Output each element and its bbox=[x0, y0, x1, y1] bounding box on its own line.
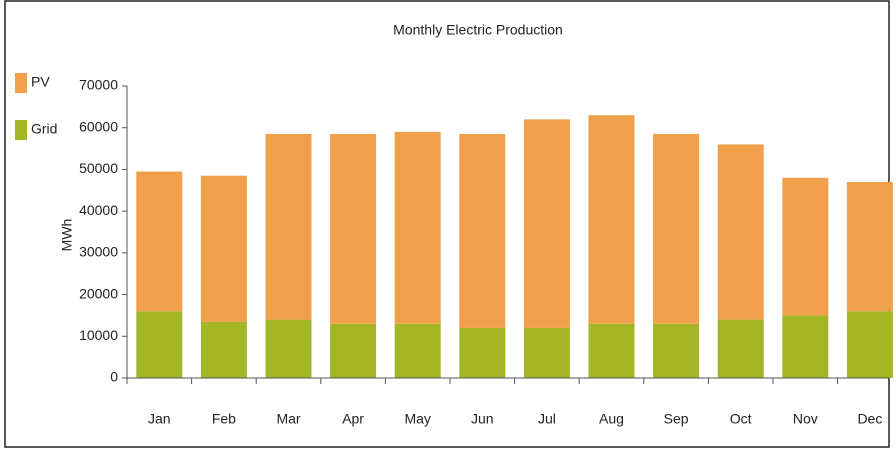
bar-segment bbox=[200, 175, 247, 322]
bar-segment bbox=[394, 323, 441, 378]
x-tick-label: Feb bbox=[212, 411, 236, 427]
legend-label: PV bbox=[31, 74, 50, 90]
bar-segment bbox=[136, 311, 183, 378]
legend-label: Grid bbox=[31, 121, 57, 137]
legend-swatch bbox=[15, 120, 27, 140]
bar-segment bbox=[459, 327, 506, 378]
bar-segment bbox=[265, 319, 312, 378]
bar-segment bbox=[846, 311, 893, 378]
x-tick-label: Jul bbox=[538, 411, 556, 427]
x-tick-label: Aug bbox=[599, 411, 624, 427]
bar-segment bbox=[330, 133, 377, 324]
x-tick-label: Apr bbox=[342, 411, 364, 427]
bar-segment bbox=[782, 315, 829, 378]
y-tick-label: 30000 bbox=[79, 244, 118, 260]
bar-segment bbox=[782, 177, 829, 316]
bar-segment bbox=[330, 323, 377, 378]
x-tick-label: Jan bbox=[148, 411, 171, 427]
bar-segment bbox=[588, 115, 635, 324]
y-tick-label: 50000 bbox=[79, 160, 118, 176]
bar-segment bbox=[523, 119, 570, 328]
bar-segment bbox=[653, 323, 700, 378]
y-axis-label: MWh bbox=[59, 219, 75, 252]
y-tick-label: 0 bbox=[110, 369, 118, 385]
y-tick-label: 10000 bbox=[79, 327, 118, 343]
y-tick-label: 60000 bbox=[79, 118, 118, 134]
bar-segment bbox=[459, 133, 506, 328]
legend-swatch bbox=[15, 73, 27, 93]
bar-segment bbox=[523, 327, 570, 378]
bar-segment bbox=[653, 133, 700, 324]
x-tick-label: Dec bbox=[857, 411, 882, 427]
bar-segment bbox=[136, 171, 183, 312]
bar-segment bbox=[717, 319, 764, 378]
x-tick-label: Nov bbox=[793, 411, 818, 427]
bar-segment bbox=[846, 181, 893, 312]
y-tick-label: 20000 bbox=[79, 285, 118, 301]
x-tick-label: Sep bbox=[664, 411, 689, 427]
bar-segment bbox=[200, 321, 247, 378]
x-tick-label: Mar bbox=[276, 411, 300, 427]
y-tick-label: 40000 bbox=[79, 202, 118, 218]
bar-segment bbox=[588, 323, 635, 378]
bar-segment bbox=[717, 144, 764, 320]
x-tick-label: May bbox=[404, 411, 430, 427]
bar-segment bbox=[265, 133, 312, 320]
x-tick-label: Oct bbox=[730, 411, 752, 427]
bar-segment bbox=[394, 131, 441, 324]
y-tick-label: 70000 bbox=[79, 77, 118, 93]
x-tick-label: Jun bbox=[471, 411, 494, 427]
chart-title: Monthly Electric Production bbox=[393, 22, 563, 38]
